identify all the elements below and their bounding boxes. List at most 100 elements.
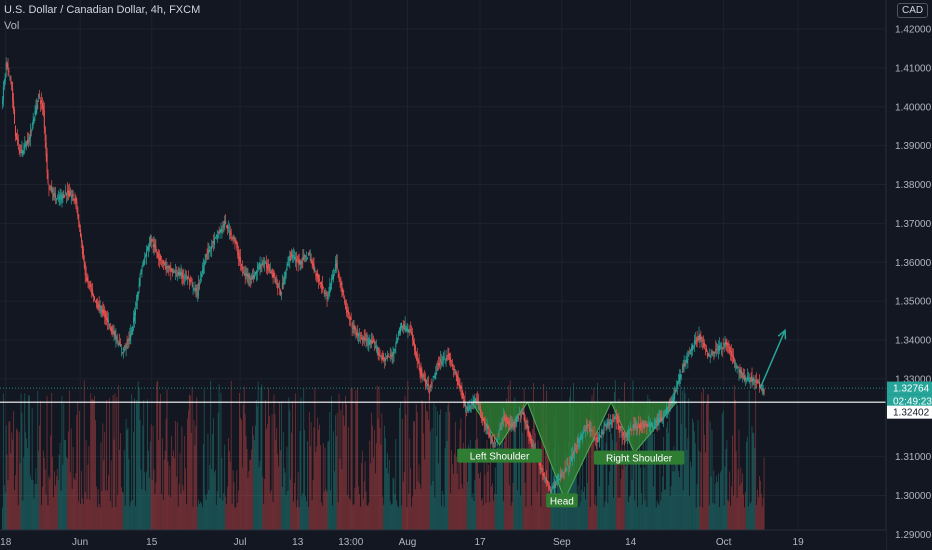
volume-bar [264,478,266,530]
candle-body [650,423,652,428]
volume-bar [221,457,223,530]
candle-body [335,259,337,269]
candle-body [262,262,264,264]
candle-body [365,339,367,343]
volume-bar [46,395,48,530]
candle-body [248,274,250,279]
volume-bar [278,466,280,530]
volume-bar [148,477,150,530]
volume-bar [57,480,59,530]
candle-body [554,480,556,489]
left-shoulder-label: Left Shoulder [457,448,542,463]
candle-body [272,274,274,277]
candle-body [284,276,286,281]
volume-bar [323,491,325,530]
candle-body [91,288,93,295]
volume-bar [52,457,54,530]
volume-bar [439,414,440,530]
volume-bar [194,444,196,530]
volume-bar [380,444,382,530]
volume-bar [361,450,363,530]
candle-body [288,257,290,261]
volume-bar [142,425,144,530]
candle-body [633,423,635,428]
volume-bar [132,500,133,530]
candle-body [441,362,443,364]
candle-body [432,379,434,382]
candle-body [344,298,346,303]
volume-bar [373,457,374,530]
current-price-box: 1.32764 [887,381,932,395]
volume-bar [711,430,713,530]
volume-bar [524,483,526,530]
candle-body [203,264,205,267]
volume-bar [506,447,508,530]
candle-body [571,455,573,462]
candle-body [138,283,140,288]
candle-body [186,276,188,279]
candle-body [141,268,143,272]
volume-bar [23,457,25,530]
volume-bar [656,500,658,530]
volume-bar [487,471,489,530]
candle-body [35,107,37,115]
candle-body [174,271,175,273]
volume-bar [15,428,17,530]
volume-bar [745,492,746,530]
volume-bar [729,471,731,530]
volume-bar [181,426,183,530]
volume-bar [715,483,717,530]
volume-bar [204,494,206,530]
candle-body [611,419,613,425]
candle-body [527,425,529,434]
volume-bar [545,422,546,530]
volume-bar [147,399,148,530]
volume-bar [214,469,216,530]
volume-bar [314,387,316,530]
volume-bar [434,497,436,530]
volume-bar [337,502,339,530]
candle-body [164,262,166,265]
volume-bar [30,479,32,530]
volume-bar [360,463,362,530]
currency-badge[interactable]: CAD [897,3,929,18]
volume-bar [386,468,387,530]
volume-bar [530,432,532,530]
candle-body [328,291,330,294]
symbol-title[interactable]: U.S. Dollar / Canadian Dollar, 4h, FXCM [4,4,201,16]
volume-bar [102,423,104,530]
candle-body [353,325,355,329]
volume-bar [689,495,691,530]
candle-body [688,354,690,356]
candle-body [747,379,749,381]
volume-bar [218,384,220,530]
volume-bar [626,435,628,530]
trend-arrow-head [777,328,787,340]
volume-bar [736,497,738,530]
volume-bar [40,400,41,530]
candle-body [451,363,453,364]
volume-bar [276,428,278,530]
candle-body [259,262,261,270]
volume-bar [588,421,590,530]
candle-body [710,352,712,354]
volume-bar [710,476,712,530]
volume-bar [342,402,344,530]
volume-bar [262,477,264,530]
volume-bar [477,438,479,530]
candle-body [54,194,56,198]
volume-bar [56,469,58,530]
candle-body [143,259,145,266]
volume-bar [292,401,293,530]
candle-body [242,271,244,274]
candle-body [697,338,699,340]
time-tick-label: Jul [234,537,247,548]
volume-bar [123,450,125,530]
candle-body [364,337,366,340]
volume-bar [443,506,445,530]
candle-body [82,248,84,260]
candle-body [634,424,636,429]
volume-bar [133,431,134,530]
